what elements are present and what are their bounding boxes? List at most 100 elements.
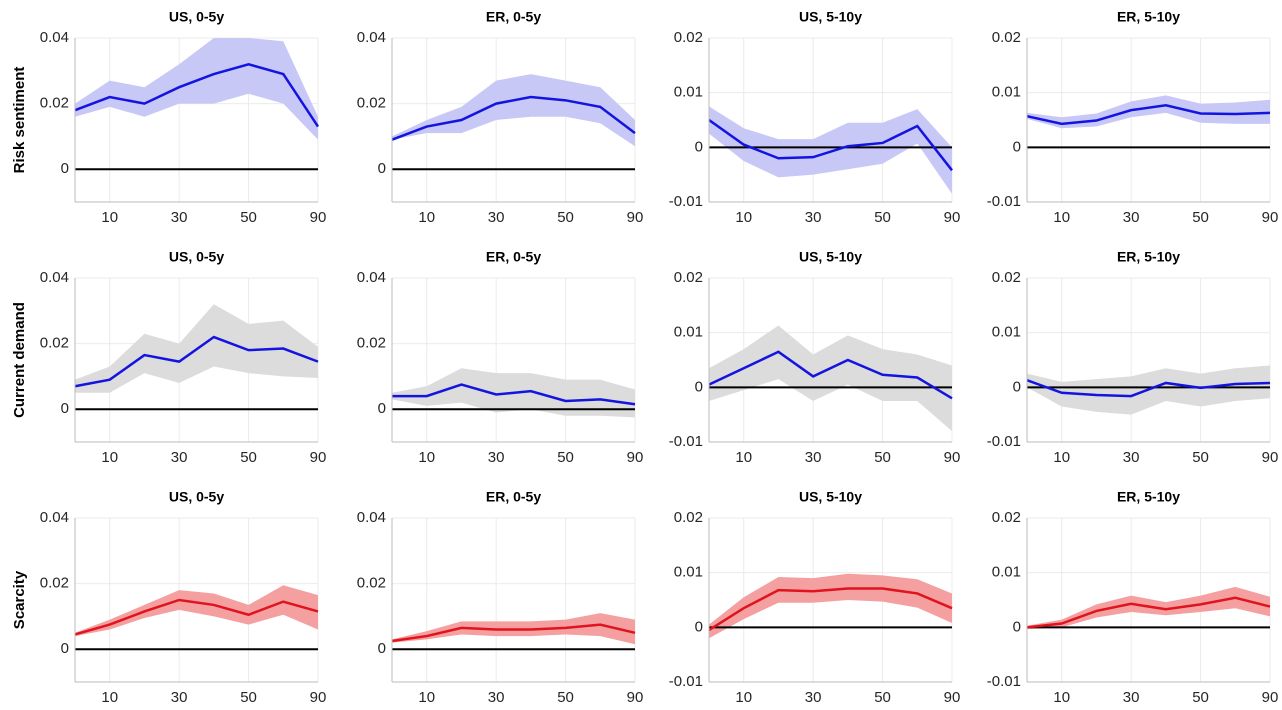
y-tick-label: 0 (695, 138, 703, 155)
y-tick-label: 0 (695, 618, 703, 635)
line (1026, 379, 1271, 398)
y-tick-label: -0.01 (987, 433, 1021, 450)
y-tick-label: 0 (1013, 138, 1021, 155)
x-tick-label: 10 (418, 209, 435, 226)
line (708, 587, 953, 632)
y-axis-label: Risk sentiment (11, 67, 28, 174)
y-tick-label: 0.02 (992, 509, 1021, 526)
x-tick-label: 50 (1192, 449, 1209, 466)
panel-title: US, 5-10y (799, 489, 862, 505)
y-tick-label: 0.01 (674, 564, 703, 581)
y-tick-label: 0.04 (40, 29, 69, 46)
y-tick-label: 0.01 (992, 564, 1021, 581)
y-axis-label: Scarcity (11, 570, 28, 629)
x-tick-label: 50 (557, 689, 574, 706)
panel-title: ER, 0-5y (486, 249, 541, 265)
confidence-band (709, 106, 952, 194)
confidence-band (1027, 95, 1270, 129)
x-tick-label: 90 (944, 209, 961, 226)
panel-title: US, 0-5y (169, 249, 224, 265)
x-tick-label: 10 (101, 449, 118, 466)
x-tick-label: 30 (488, 689, 505, 706)
x-tick-label: 50 (240, 449, 257, 466)
line (391, 623, 636, 643)
confidence-band (1027, 586, 1270, 629)
y-tick-label: -0.01 (987, 193, 1021, 210)
line (391, 95, 636, 141)
line (392, 383, 636, 406)
x-tick-label: 10 (101, 689, 118, 706)
x-tick-label: 90 (310, 689, 327, 706)
y-axis-label: Current demand (11, 302, 28, 418)
x-tick-label: 50 (874, 209, 891, 226)
x-tick-label: 10 (735, 449, 752, 466)
x-tick-label: 90 (627, 449, 644, 466)
line (74, 335, 319, 388)
y-tick-label: 0.02 (992, 29, 1021, 46)
y-tick-label: 0.02 (40, 575, 69, 592)
panel-title: ER, 0-5y (486, 489, 541, 505)
x-tick-label: 50 (874, 449, 891, 466)
panel-title: US, 5-10y (799, 249, 862, 265)
y-tick-label: 0.02 (674, 269, 703, 286)
x-tick-label: 50 (1192, 689, 1209, 706)
line (708, 118, 953, 172)
y-tick-label: 0.02 (992, 269, 1021, 286)
x-tick-label: 50 (240, 689, 257, 706)
y-tick-label: 0.02 (674, 29, 703, 46)
x-tick-label: 90 (310, 209, 327, 226)
x-tick-label: 50 (240, 209, 257, 226)
y-tick-label: 0.04 (357, 29, 386, 46)
line (1026, 103, 1271, 126)
panel-title: ER, 5-10y (1117, 9, 1180, 25)
x-tick-label: 30 (488, 449, 505, 466)
y-tick-label: -0.01 (669, 193, 703, 210)
y-tick-label: 0.02 (357, 95, 386, 112)
x-tick-label: 30 (171, 449, 188, 466)
y-tick-label: 0.01 (992, 324, 1021, 341)
x-tick-label: 90 (944, 689, 961, 706)
x-tick-label: 30 (488, 209, 505, 226)
y-tick-label: 0 (1013, 378, 1021, 395)
x-tick-label: 90 (1262, 449, 1279, 466)
panel-title: ER, 0-5y (486, 9, 541, 25)
y-tick-label: 0 (61, 640, 69, 657)
line (74, 62, 320, 128)
x-tick-label: 10 (418, 689, 435, 706)
y-tick-label: 0.02 (674, 509, 703, 526)
y-tick-label: 0 (61, 400, 69, 417)
y-tick-label: 0 (61, 160, 69, 177)
x-tick-label: 50 (1192, 209, 1209, 226)
x-tick-label: 10 (418, 449, 435, 466)
y-tick-label: 0.01 (674, 324, 703, 341)
confidence-band (75, 585, 318, 637)
panel-title: US, 5-10y (799, 9, 862, 25)
x-tick-label: 10 (1053, 449, 1070, 466)
x-tick-label: 30 (805, 449, 822, 466)
x-tick-label: 10 (1053, 689, 1070, 706)
x-tick-label: 50 (557, 209, 574, 226)
y-tick-label: 0.02 (40, 335, 69, 352)
y-tick-label: -0.01 (669, 673, 703, 690)
y-tick-label: 0.02 (357, 575, 386, 592)
x-tick-label: 30 (805, 209, 822, 226)
y-tick-label: 0 (378, 160, 386, 177)
y-tick-label: 0 (1013, 618, 1021, 635)
x-tick-label: 30 (1123, 449, 1140, 466)
x-tick-label: 90 (1262, 209, 1279, 226)
line (1026, 596, 1271, 629)
x-tick-label: 90 (1262, 689, 1279, 706)
confidence-band (709, 325, 952, 432)
x-tick-label: 30 (171, 689, 188, 706)
y-tick-label: 0.01 (674, 84, 703, 101)
y-tick-label: 0.04 (40, 509, 69, 526)
y-tick-label: 0.02 (40, 95, 69, 112)
x-tick-label: 10 (735, 689, 752, 706)
x-tick-label: 90 (627, 689, 644, 706)
panel-title: ER, 5-10y (1117, 489, 1180, 505)
confidence-band (75, 38, 318, 140)
x-tick-label: 90 (310, 449, 327, 466)
panel-title: US, 0-5y (169, 9, 224, 25)
y-tick-label: -0.01 (987, 673, 1021, 690)
